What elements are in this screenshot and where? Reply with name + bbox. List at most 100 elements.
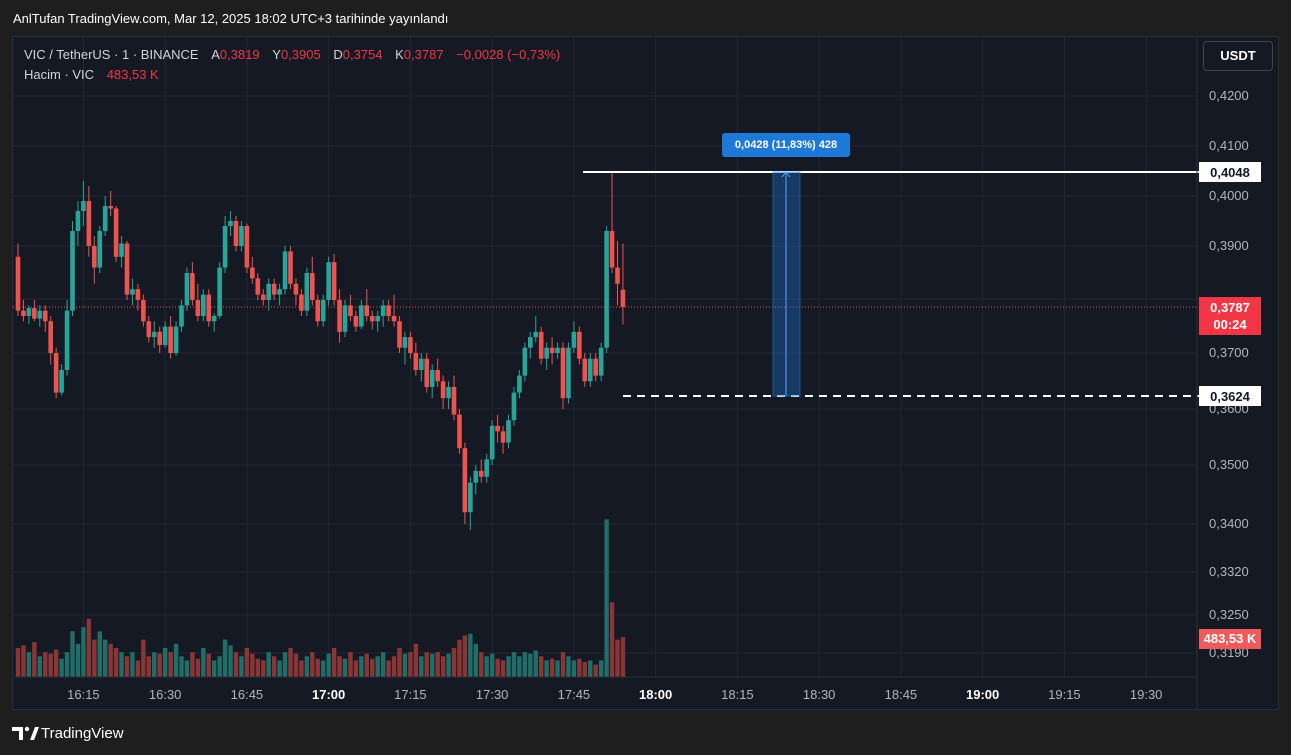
volume-bar: [593, 664, 598, 677]
volume-bar: [113, 647, 119, 677]
volume-bar: [451, 647, 457, 677]
time-tick-label: 17:00: [312, 687, 346, 702]
candle-body: [190, 272, 195, 300]
volume-bar: [103, 639, 108, 677]
volume-bar: [64, 652, 70, 677]
candle-body: [119, 243, 124, 257]
volume-bar: [86, 618, 92, 677]
volume-bar: [37, 656, 42, 677]
volume-bar: [408, 652, 413, 677]
candle-body: [582, 358, 588, 382]
volume-bar: [462, 635, 468, 677]
volume-bar: [364, 653, 369, 677]
volume-bar: [124, 656, 130, 677]
candle-body: [489, 425, 495, 460]
volume-bar: [413, 643, 419, 677]
time-tick-label: 18:30: [802, 687, 836, 702]
candle-body: [124, 243, 130, 295]
measure-arrow-head: [781, 171, 791, 178]
candle-body: [146, 321, 152, 338]
volume-bar: [217, 656, 222, 677]
candle-body: [478, 470, 484, 477]
candle-body: [604, 231, 609, 348]
chart-legend: VIC / TetherUS · 1 · BINANCE A0,3819 Y0,…: [24, 47, 560, 87]
candle-body: [26, 308, 32, 316]
low-line-price-tag: 0,3624: [1199, 386, 1261, 406]
volume-bar: [582, 662, 587, 677]
candle-body: [560, 347, 566, 399]
volume-bar: [353, 660, 359, 677]
candle-body: [408, 337, 413, 353]
volume-bar: [446, 653, 451, 677]
volume-bar: [424, 652, 429, 677]
candle-body: [522, 347, 528, 376]
candle-body: [320, 299, 326, 322]
volume-bar: [239, 656, 244, 677]
candle-body: [184, 272, 190, 306]
volume-bar: [495, 658, 500, 677]
volume-bar: [32, 642, 37, 677]
candle-body: [141, 299, 146, 322]
candle-body: [457, 414, 462, 449]
volume-bar: [484, 656, 489, 677]
candle-body: [217, 267, 222, 316]
candle-body: [446, 386, 451, 399]
candle-body: [201, 294, 206, 316]
candle-body: [598, 347, 604, 376]
candle-body: [429, 369, 435, 387]
candle-body: [59, 369, 64, 393]
volume-bar: [615, 639, 620, 677]
candle-body: [282, 251, 288, 290]
volume-bar: [588, 660, 593, 677]
change-value: −0,0028 (−0,73%): [456, 47, 561, 62]
volume-label[interactable]: Hacim · VIC: [24, 67, 95, 82]
low-value: 0,3754: [342, 47, 383, 62]
volume-bar: [566, 656, 571, 677]
volume-bar: [549, 658, 555, 677]
candle-body: [97, 231, 103, 268]
price-tick-label: 0,4200: [1209, 88, 1249, 103]
volume-tag: 483,53 K: [1199, 629, 1261, 649]
candle-body: [364, 305, 370, 316]
volume-bar: [539, 656, 544, 677]
volume-bar: [195, 658, 201, 677]
volume-bar: [522, 652, 528, 677]
time-tick-label: 17:15: [394, 687, 427, 702]
time-tick-label: 17:30: [475, 687, 509, 702]
volume-bar: [288, 647, 293, 677]
volume-bar: [468, 633, 473, 677]
currency-button[interactable]: USDT: [1203, 41, 1273, 71]
volume-bar: [141, 639, 146, 677]
volume-bar: [53, 649, 59, 677]
volume-bar: [135, 660, 141, 677]
volume-bar: [108, 643, 113, 677]
volume-bar: [299, 660, 304, 677]
candle-body: [337, 299, 342, 332]
candle-body: [500, 431, 506, 443]
candle-body: [620, 289, 626, 307]
volume-bar: [528, 653, 533, 677]
candle-body: [511, 392, 517, 421]
volume-bar: [315, 658, 320, 677]
chart-panel[interactable]: VIC / TetherUS · 1 · BINANCE A0,3819 Y0,…: [12, 36, 1279, 710]
candle-body: [102, 206, 108, 231]
price-tick-label: 0,3700: [1209, 345, 1249, 360]
candle-body: [222, 226, 228, 268]
symbol-label[interactable]: VIC / TetherUS · 1 · BINANCE: [24, 47, 199, 62]
time-tick-label: 18:15: [721, 687, 754, 702]
volume-bar: [310, 652, 315, 677]
volume-bar: [304, 656, 310, 677]
volume-bar: [560, 652, 566, 677]
current-price-tag: 0,3787 00:24: [1199, 297, 1261, 335]
candle-body: [424, 358, 430, 387]
volume-bar: [370, 658, 375, 677]
candle-body: [517, 375, 522, 393]
candle-body: [342, 305, 348, 332]
candle-body: [397, 321, 402, 348]
candle-body: [587, 358, 593, 382]
volume-bar: [261, 660, 266, 677]
volume-bar: [402, 653, 408, 677]
volume-row: Hacim · VIC 483,53 K: [24, 67, 560, 87]
time-tick-label: 17:45: [557, 687, 591, 702]
price-chart[interactable]: [13, 37, 1279, 710]
